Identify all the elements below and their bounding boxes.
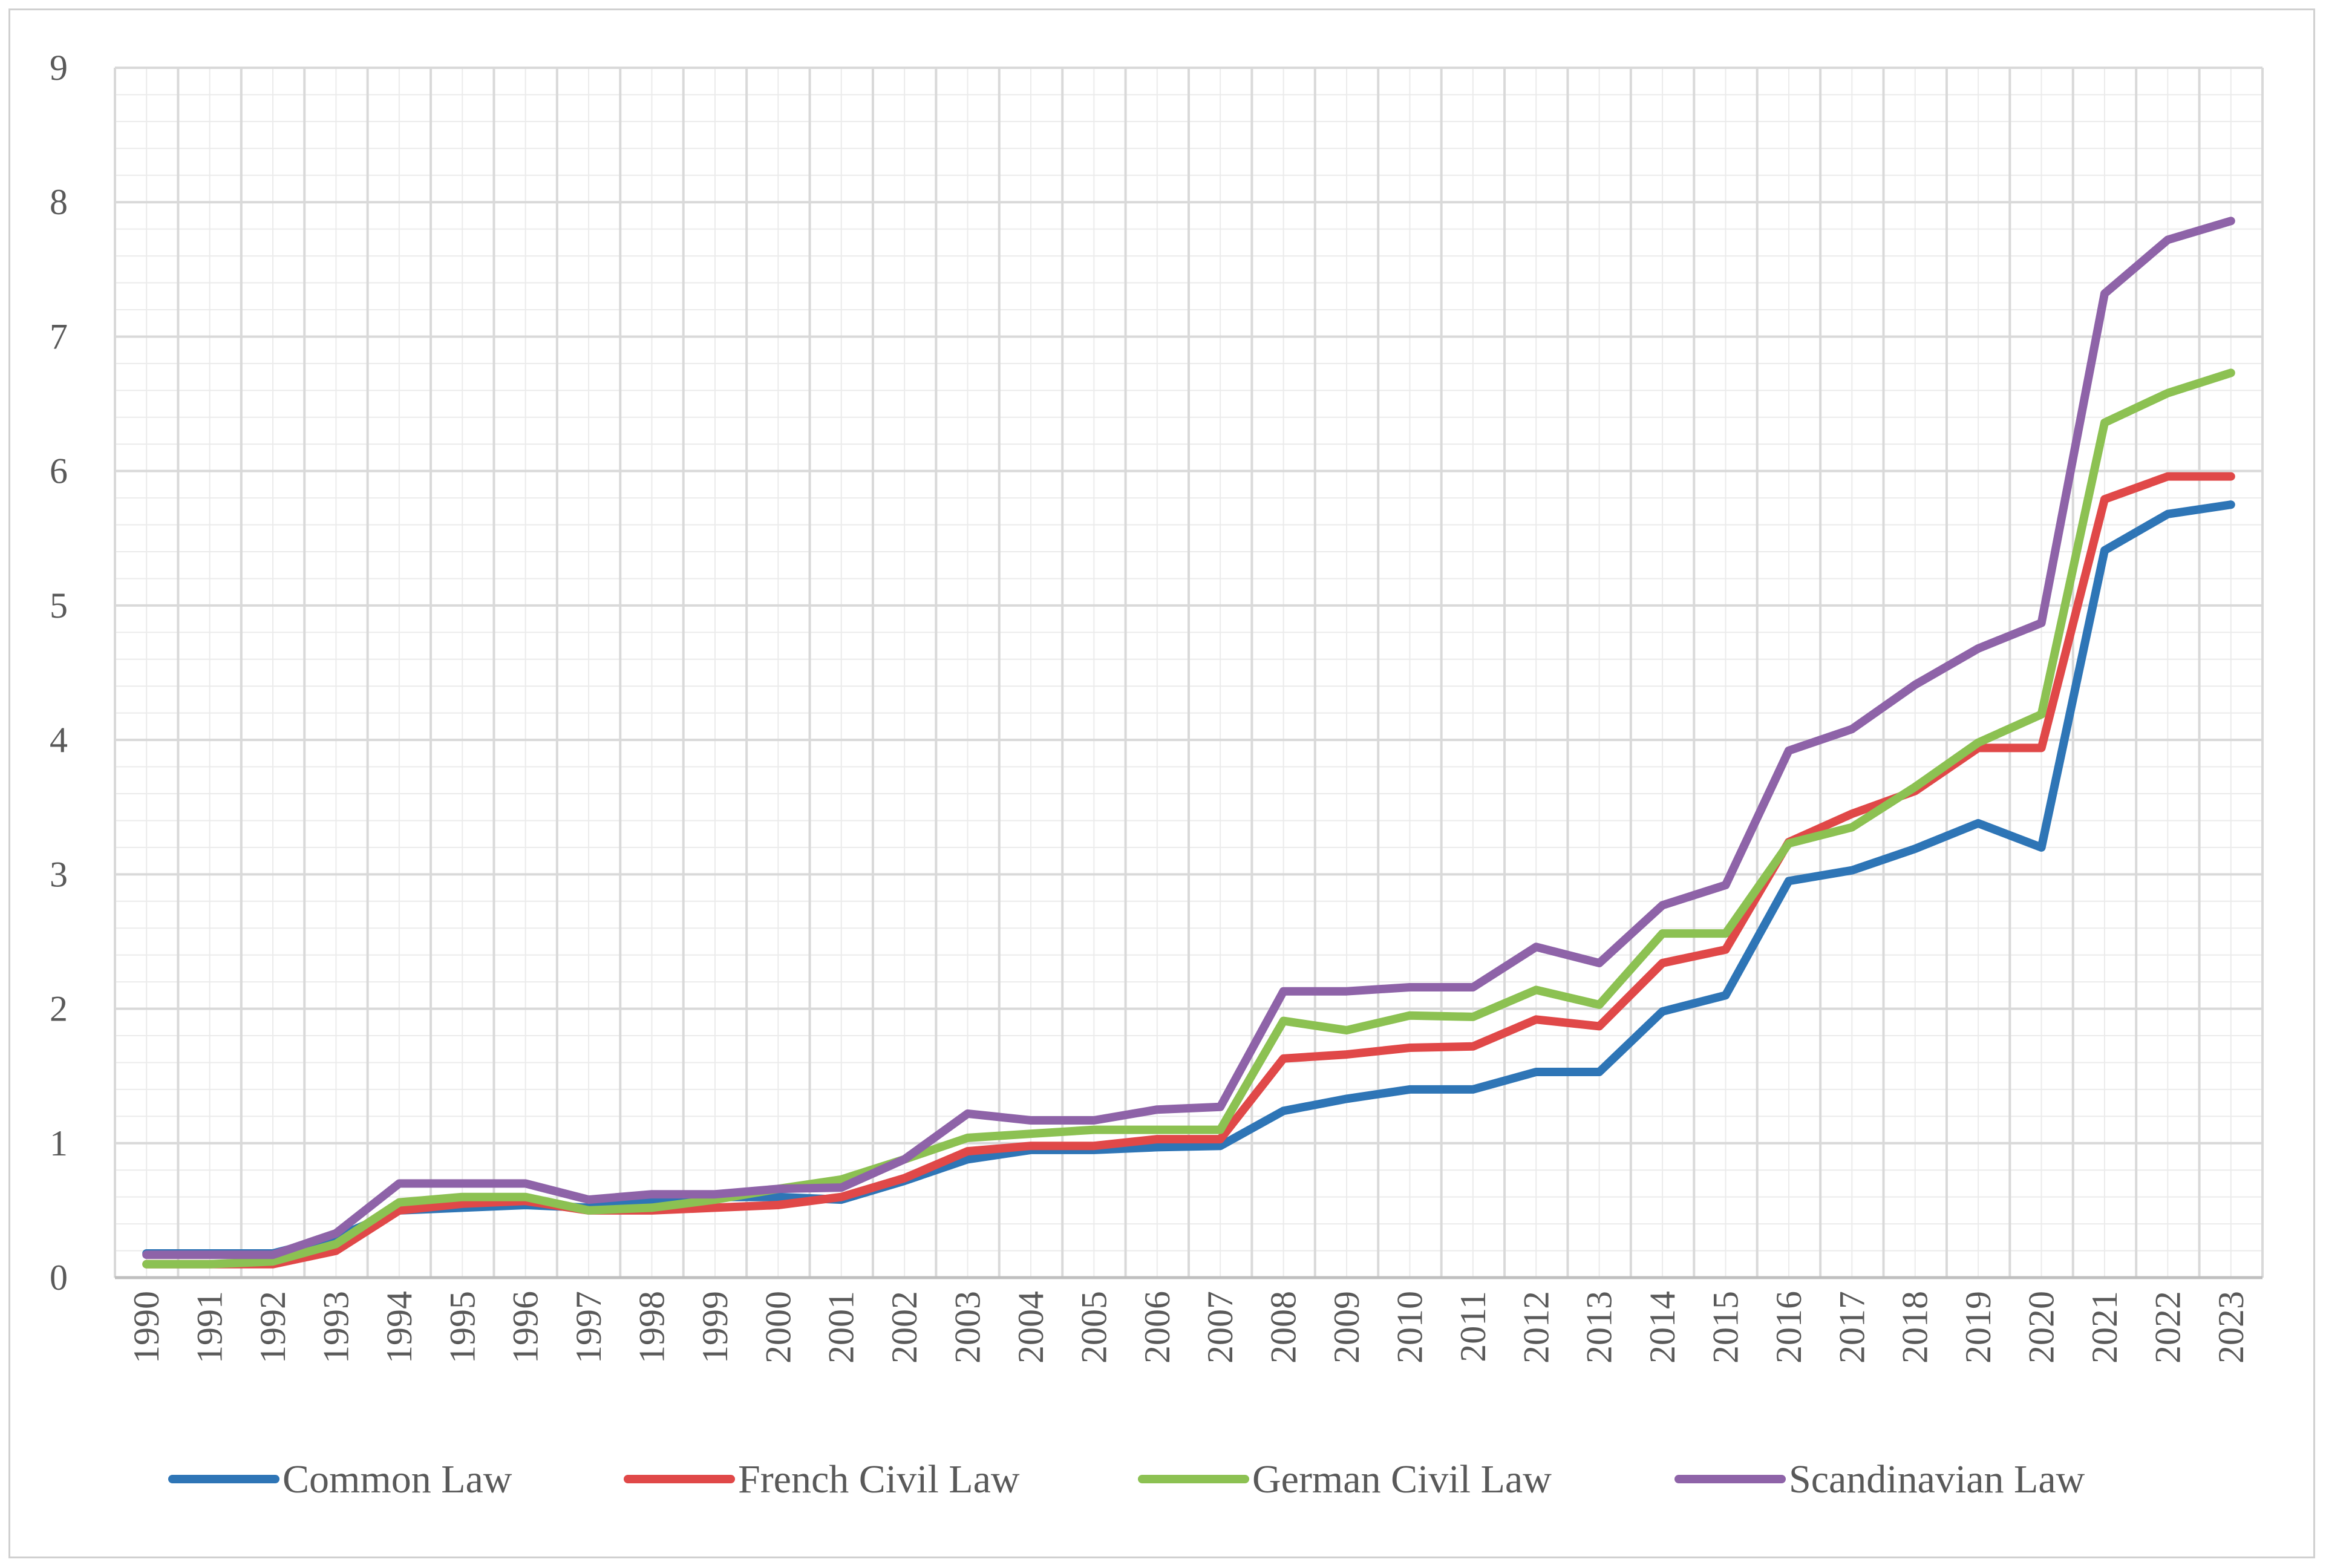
y-tick-label: 8: [50, 182, 68, 222]
x-tick-label: 1997: [569, 1291, 609, 1364]
x-tick-label: 2020: [2022, 1291, 2062, 1364]
x-tick-label: 2022: [2148, 1291, 2187, 1364]
y-tick-label: 2: [50, 989, 68, 1029]
x-tick-label: 2004: [1011, 1291, 1051, 1364]
x-tick-label: 2006: [1137, 1291, 1177, 1364]
x-tick-label: 2009: [1327, 1291, 1367, 1364]
x-tick-label: 1990: [126, 1291, 166, 1364]
series-lines: [142, 217, 2235, 1269]
x-tick-label: 2008: [1264, 1291, 1304, 1364]
y-tick-label: 9: [50, 48, 68, 88]
y-tick-label: 0: [50, 1258, 68, 1298]
x-tick-label: 2014: [1642, 1291, 1682, 1364]
x-tick-label: 1994: [379, 1291, 419, 1364]
x-tick-label: 1996: [506, 1291, 546, 1364]
x-tick-label: 2011: [1453, 1291, 1493, 1362]
x-tick-label: 2016: [1769, 1291, 1809, 1364]
x-tick-label: 2010: [1390, 1291, 1429, 1364]
x-tick-label: 1995: [442, 1291, 482, 1364]
x-tick-label: 2001: [822, 1291, 861, 1364]
y-tick-labels: 0 1 2 3 4 5 6 7 8 9: [50, 48, 68, 1298]
x-tick-label: 2005: [1074, 1291, 1114, 1364]
y-tick-label: 5: [50, 586, 68, 626]
legend-label: German Civil Law: [1252, 1457, 1552, 1501]
x-tick-label: 1991: [190, 1291, 230, 1364]
x-tick-label: 2017: [1832, 1291, 1872, 1364]
x-tick-label: 1999: [695, 1291, 735, 1364]
x-tick-label: 2015: [1706, 1291, 1746, 1364]
legend-label: Common Law: [283, 1457, 512, 1501]
legend-label: French Civil Law: [738, 1457, 1020, 1501]
y-tick-label: 4: [50, 720, 68, 760]
x-tick-label: 2013: [1580, 1291, 1619, 1364]
legend-label: Scandinavian Law: [1789, 1457, 2085, 1501]
x-tick-labels: 1990 1991 1992 1993 1994 1995 1996 1997 1998 1999…: [126, 1291, 2251, 1364]
x-tick-label: 2003: [948, 1291, 988, 1364]
x-tick-label: 2023: [2211, 1291, 2251, 1364]
x-tick-label: 2018: [1895, 1291, 1935, 1364]
y-tick-label: 6: [50, 451, 68, 491]
x-tick-label: 2007: [1200, 1291, 1240, 1364]
x-tick-label: 1998: [632, 1291, 672, 1364]
x-tick-label: 1993: [316, 1291, 356, 1364]
series-line-scandinavian-law: [142, 217, 2235, 1259]
y-tick-label: 3: [50, 854, 68, 894]
legend: Common Law French Civil Law German Civil L…: [168, 1457, 2085, 1501]
x-tick-label: 2021: [2085, 1291, 2125, 1364]
x-tick-label: 1992: [253, 1291, 293, 1364]
x-tick-label: 2012: [1516, 1291, 1556, 1364]
x-tick-label: 2002: [884, 1291, 924, 1364]
y-tick-label: 1: [50, 1123, 68, 1163]
y-tick-label: 7: [50, 316, 68, 356]
x-tick-label: 2019: [1958, 1291, 1998, 1364]
x-tick-label: 2000: [758, 1291, 798, 1364]
series-line-german-civil-law: [142, 368, 2235, 1269]
